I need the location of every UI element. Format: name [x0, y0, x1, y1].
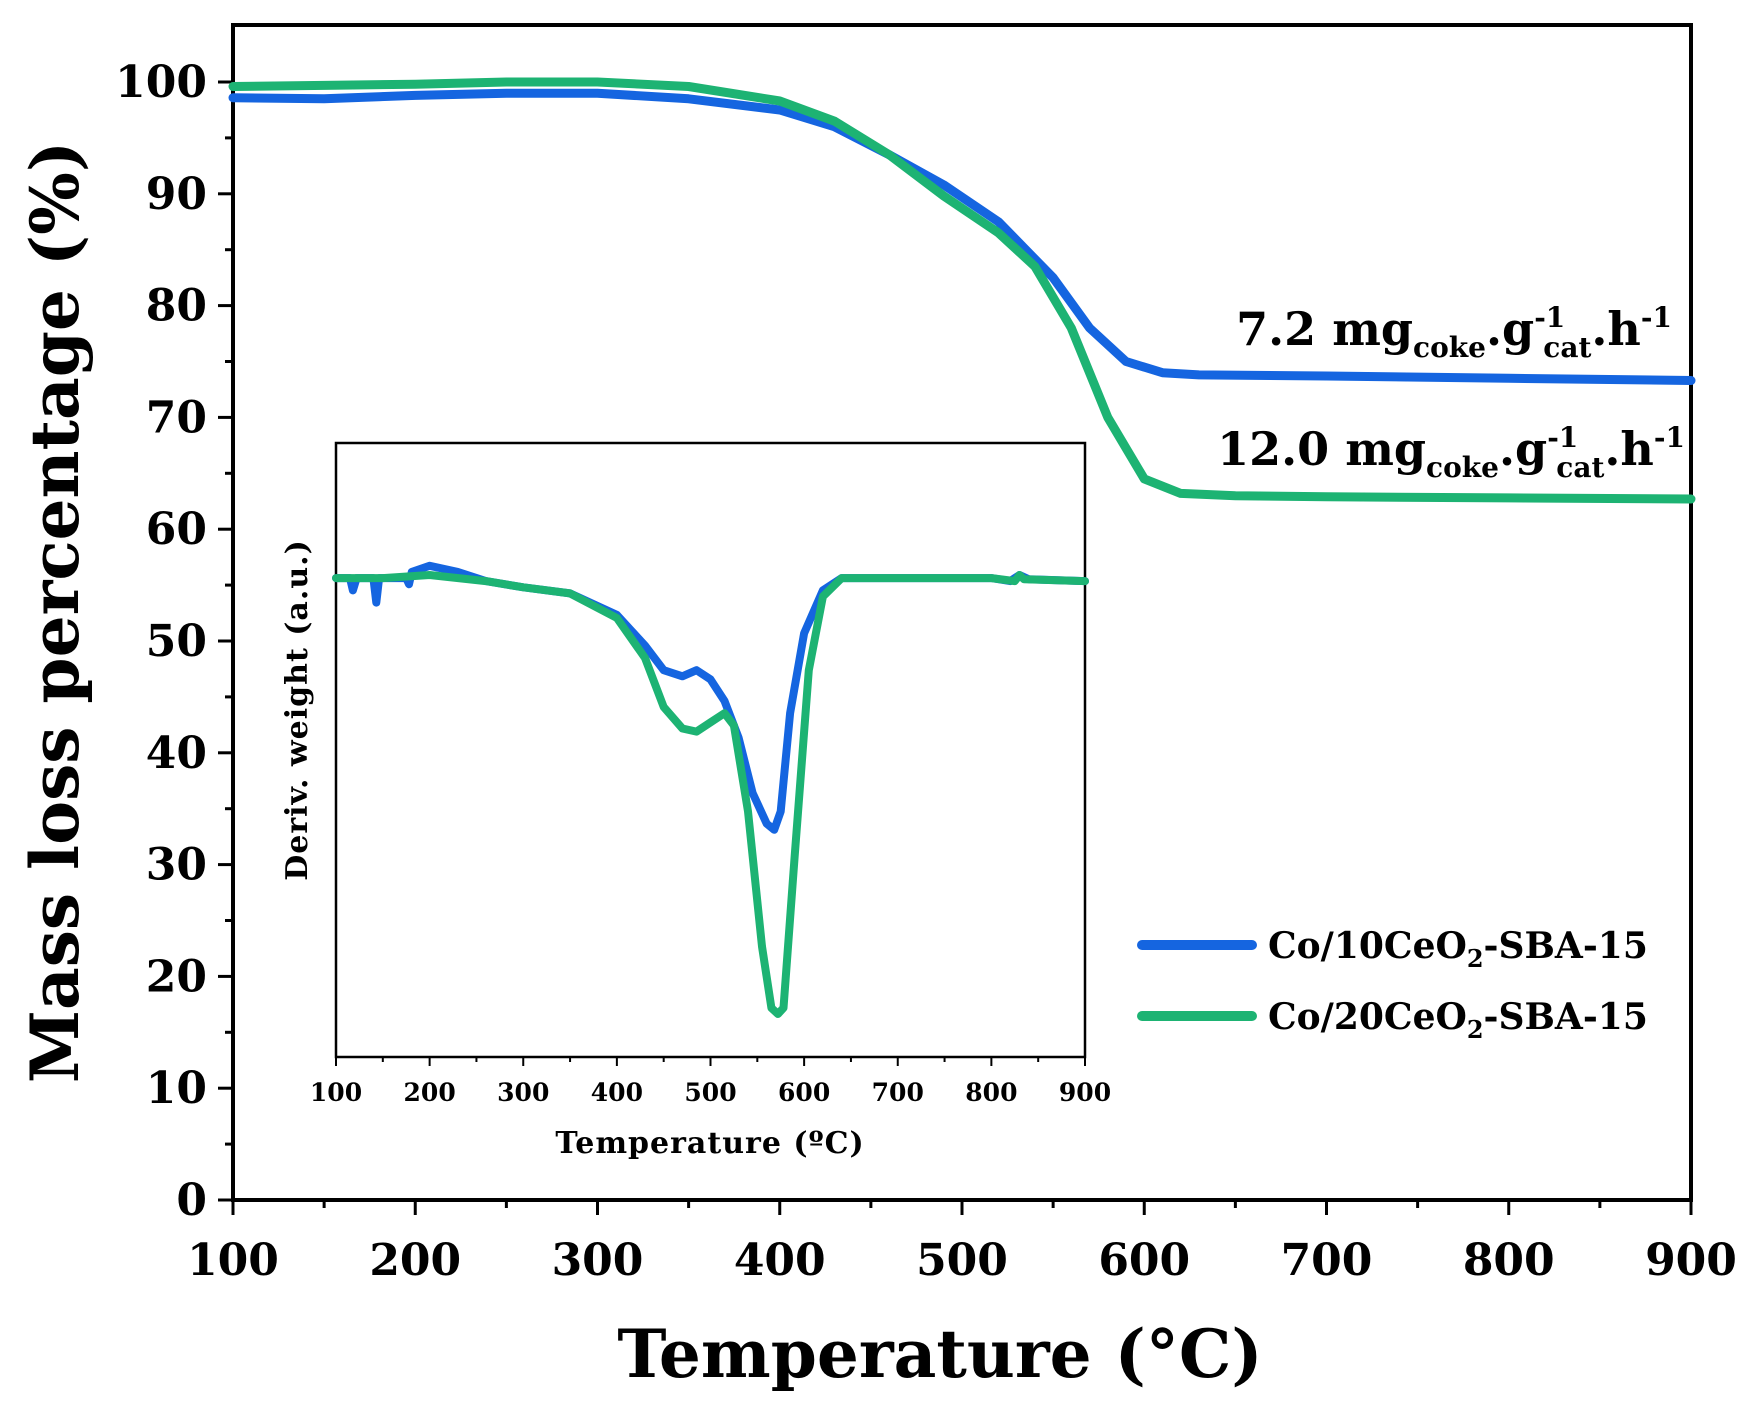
- y-axis-title: Mass loss percentage (%): [16, 141, 94, 1083]
- main-axis-ticks: 100 200 300 400 500 600 700 800 900 0 10 20 30 40 50 60…: [115, 57, 1737, 1286]
- inset-x-tick-label: 300: [497, 1078, 549, 1107]
- legend: Co/10CeO2-SBA-15 Co/20CeO2-SBA-15: [1137, 925, 1648, 1044]
- main-series-co10: [228, 88, 1696, 385]
- inset-x-tick-label: 900: [1059, 1078, 1111, 1107]
- legend-label-co20: Co/20CeO2-SBA-15: [1268, 996, 1648, 1044]
- inset-x-tick-label: 600: [778, 1078, 830, 1107]
- x-tick-label: 500: [916, 1235, 1008, 1286]
- inset-plot-frame: [334, 441, 1087, 1059]
- y-tick-label: 80: [146, 281, 207, 332]
- y-tick-label: 70: [146, 392, 207, 443]
- x-tick-label: 600: [1098, 1235, 1190, 1286]
- y-tick-label: 50: [146, 616, 207, 667]
- inset-x-tick-label: 100: [310, 1078, 362, 1107]
- inset-y-axis-title: Deriv. weight (a.u.): [280, 539, 315, 881]
- legend-label-co10: Co/10CeO2-SBA-15: [1268, 925, 1648, 973]
- y-tick-label: 40: [146, 728, 207, 779]
- inset-x-tick-label: 200: [404, 1078, 456, 1107]
- x-tick-label: 900: [1645, 1235, 1737, 1286]
- inset-x-tick-label: 500: [684, 1078, 736, 1107]
- y-tick-label: 90: [146, 169, 207, 220]
- x-tick-label: 200: [369, 1235, 461, 1286]
- coke-rate-annotation-2: 12.0 mgcoke.g-1 cat.h-1: [1217, 421, 1685, 484]
- y-tick-label: 0: [176, 1175, 207, 1226]
- inset-x-tick-label: 700: [872, 1078, 924, 1107]
- x-tick-label: 800: [1463, 1235, 1555, 1286]
- y-tick-label: 30: [146, 840, 207, 891]
- x-tick-label: 100: [187, 1235, 279, 1286]
- y-tick-label: 100: [115, 57, 207, 108]
- main-series-group: [228, 77, 1696, 504]
- x-tick-label: 700: [1281, 1235, 1373, 1286]
- coke-rate-annotation-1: 7.2 mgcoke.g-1 cat.h-1: [1236, 301, 1672, 364]
- y-tick-label: 20: [146, 951, 207, 1002]
- y-tick-label: 10: [146, 1063, 207, 1114]
- inset-series-co20: [332, 571, 1089, 1018]
- x-axis-title: Temperature (°C): [617, 1315, 1262, 1393]
- inset-x-tick-label: 400: [591, 1078, 643, 1107]
- y-tick-label: 60: [146, 504, 207, 555]
- inset-series-group: [332, 561, 1089, 1018]
- x-tick-label: 400: [734, 1235, 826, 1286]
- inset-x-axis-title: Temperature (ºC): [555, 1126, 864, 1161]
- main-series-co20: [228, 77, 1696, 504]
- inset-axis-ticks: 100 200 300 400 500 600 700 800 900: [310, 1057, 1111, 1107]
- inset-x-tick-label: 800: [965, 1078, 1017, 1107]
- x-tick-label: 300: [552, 1235, 644, 1286]
